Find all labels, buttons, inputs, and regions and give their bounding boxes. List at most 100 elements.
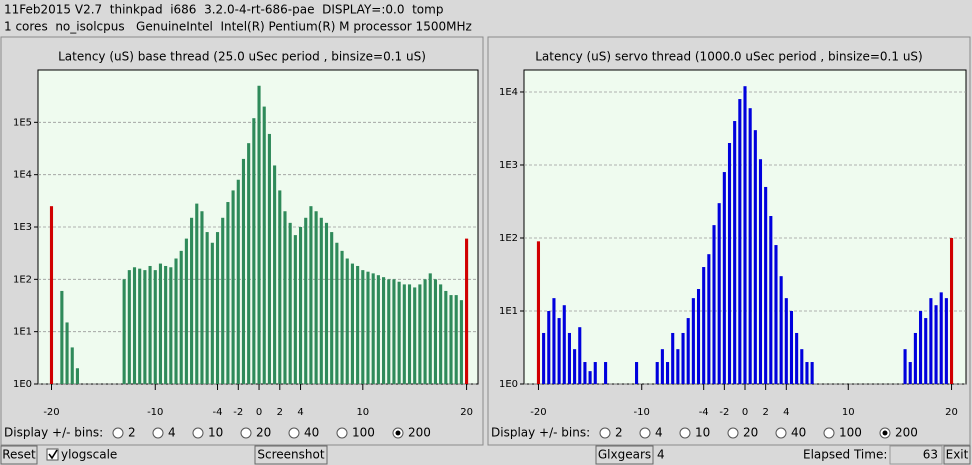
radio-button[interactable]	[336, 427, 348, 439]
histogram-bar	[231, 190, 235, 384]
radio-button[interactable]	[240, 427, 252, 439]
histogram-bar	[929, 298, 933, 384]
checkbox-label[interactable]: ylogscale	[61, 448, 117, 462]
reset-button-label[interactable]: Reset	[2, 448, 36, 462]
radio-label[interactable]: 4	[655, 426, 663, 440]
histogram-bar	[382, 277, 386, 384]
histogram-bar	[593, 362, 597, 384]
histogram-bar	[934, 305, 938, 384]
histogram-bar	[158, 263, 163, 384]
screenshot-button[interactable]	[254, 445, 328, 465]
histogram-bar	[707, 254, 711, 384]
radio-label[interactable]: 40	[791, 426, 806, 440]
header-line: 1 cores no_isolcpus GenuineIntel Intel(R…	[4, 20, 472, 34]
radio-label[interactable]: 10	[695, 426, 710, 440]
glxgears-button-label[interactable]: Glxgears	[598, 448, 651, 462]
radio-label[interactable]: 2	[128, 426, 136, 440]
histogram-bar	[200, 211, 204, 384]
histogram-bar	[138, 268, 142, 384]
radio-dot	[882, 430, 888, 436]
radio-button[interactable]	[112, 427, 124, 439]
histogram-bar	[49, 206, 54, 384]
glxgears-button[interactable]	[595, 445, 654, 465]
radio-label[interactable]: 10	[208, 426, 223, 440]
histogram-bar	[604, 362, 608, 384]
histogram-bar	[686, 318, 690, 384]
exit-button[interactable]	[943, 445, 971, 465]
histogram-bar	[454, 295, 458, 384]
histogram-bar	[148, 265, 152, 384]
radio-button[interactable]	[192, 427, 204, 439]
radio-label[interactable]: 100	[839, 426, 862, 440]
x-tick-label: 2	[762, 407, 768, 418]
radio-button[interactable]	[775, 427, 787, 439]
screenshot-button-label[interactable]: Screenshot	[257, 448, 324, 462]
histogram-bar	[164, 265, 168, 384]
x-tick-label: -4	[213, 407, 223, 418]
radio-button[interactable]	[288, 427, 300, 439]
histogram-bar	[635, 362, 639, 384]
histogram-bar	[247, 143, 251, 384]
histogram-bar	[210, 242, 214, 384]
x-tick-label: 4	[783, 407, 789, 418]
histogram-bar	[127, 270, 131, 384]
histogram-bar	[789, 310, 794, 384]
radio-label[interactable]: 200	[895, 426, 918, 440]
histogram-bar	[241, 158, 246, 384]
reset-button[interactable]	[0, 445, 38, 465]
histogram-bar	[769, 216, 773, 384]
histogram-bar	[397, 281, 401, 384]
radio-button[interactable]	[679, 427, 691, 439]
histogram-bar	[387, 279, 391, 384]
checkbox[interactable]	[46, 448, 59, 461]
x-tick-label: 20	[945, 407, 958, 418]
histogram-bar	[449, 295, 453, 384]
radio-label[interactable]: 4	[168, 426, 176, 440]
histogram-bar	[60, 290, 64, 384]
histogram-bar	[660, 349, 664, 384]
elapsed-value: 63	[923, 448, 938, 462]
histogram-bar	[278, 190, 282, 384]
histogram-bar	[314, 211, 318, 384]
y-tick-label: 1E2	[499, 233, 518, 244]
radio-button[interactable]	[727, 427, 739, 439]
bins-label: Display +/- bins:	[491, 426, 590, 440]
histogram-bar	[428, 273, 432, 384]
histogram-bar	[174, 258, 178, 384]
radio-label[interactable]: 20	[256, 426, 271, 440]
histogram-bar	[727, 143, 732, 384]
y-tick-label: 1E3	[499, 160, 518, 171]
histogram-bar	[324, 222, 329, 384]
histogram-bar	[298, 227, 303, 384]
radio-label[interactable]: 20	[743, 426, 758, 440]
histogram-bar	[547, 310, 551, 384]
radio-label[interactable]: 100	[352, 426, 375, 440]
radio-button[interactable]	[823, 427, 835, 439]
radio-label[interactable]: 2	[615, 426, 623, 440]
y-tick-label: 1E3	[13, 222, 32, 233]
x-tick-label: -20	[43, 407, 59, 418]
radio-button[interactable]	[599, 427, 611, 439]
histogram-bar	[805, 362, 809, 384]
histogram-bar	[293, 235, 297, 384]
histogram-bar	[738, 99, 742, 385]
histogram-bar	[205, 232, 209, 384]
histogram-bar	[262, 106, 266, 384]
radio-label[interactable]: 200	[408, 426, 431, 440]
histogram-bar	[562, 305, 566, 384]
histogram-bar	[257, 85, 261, 384]
histogram-bar	[681, 332, 685, 384]
histogram-bar	[542, 332, 546, 384]
histogram-bar	[122, 279, 126, 384]
radio-label[interactable]: 40	[304, 426, 319, 440]
histogram-bar	[236, 179, 240, 384]
histogram-bar	[444, 290, 448, 384]
histogram-bar	[340, 250, 344, 384]
x-tick-label: 0	[742, 407, 748, 418]
exit-button-label[interactable]: Exit	[946, 448, 969, 462]
histogram-bar	[179, 250, 183, 384]
x-tick-label: 2	[277, 407, 283, 418]
radio-button[interactable]	[152, 427, 164, 439]
x-tick-label: 20	[460, 407, 473, 418]
radio-button[interactable]	[639, 427, 651, 439]
